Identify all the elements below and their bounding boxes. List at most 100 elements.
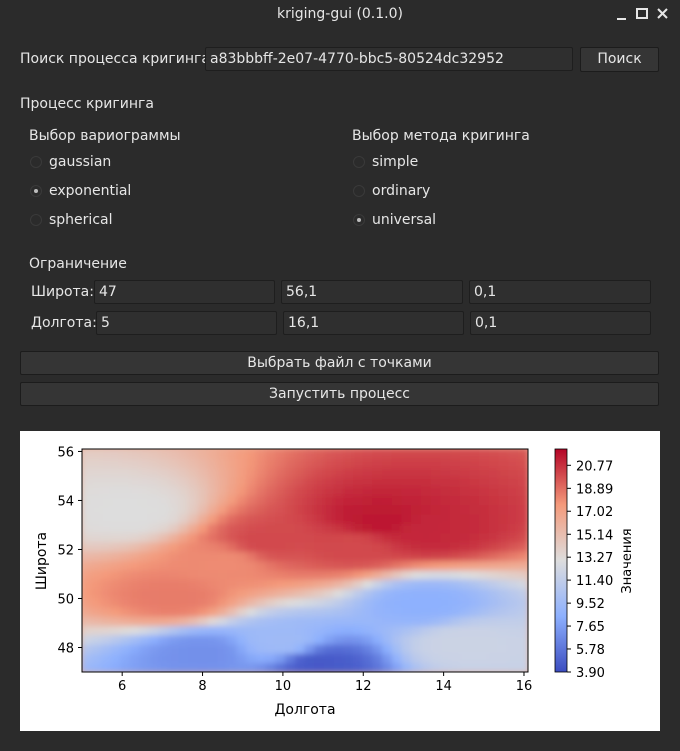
heatmap-cell [110, 578, 122, 589]
heatmap-cell [372, 541, 384, 552]
heatmap-cell [440, 569, 451, 580]
heatmap-cell [333, 541, 345, 552]
heatmap-cell [129, 625, 141, 636]
radio-ordinary-label[interactable]: ordinary [372, 183, 431, 199]
heatmap-cell [168, 615, 180, 627]
heatmap-cell [168, 550, 180, 561]
heatmap-cell [82, 532, 93, 543]
heatmap-cell [256, 615, 267, 627]
heatmap-cell [440, 606, 451, 617]
heatmap-cell [352, 522, 364, 534]
heatmap-cell [343, 578, 354, 589]
heatmap-cell [362, 569, 374, 580]
close-icon[interactable] [653, 4, 673, 24]
heatmap-cell [411, 485, 422, 496]
heatmap-cell [265, 485, 277, 496]
heatmap-cell [343, 504, 354, 515]
heatmap-cell [110, 494, 122, 506]
radio-spherical[interactable] [30, 214, 42, 226]
heatmap-cell [449, 587, 461, 599]
radio-spherical-label[interactable]: spherical [49, 212, 113, 228]
process-id-input[interactable]: a83bbbff-2e07-4770-bbc5-80524dc32952 [205, 47, 573, 71]
heatmap-cell [265, 606, 277, 617]
heatmap-cell [382, 513, 393, 524]
maximize-icon[interactable] [632, 4, 652, 24]
heatmap-cell [120, 606, 131, 617]
heatmap-cell [149, 532, 161, 543]
heatmap-cell [304, 606, 316, 617]
heatmap-cell [294, 476, 306, 487]
heatmap-cell [149, 652, 161, 664]
heatmap-cell [120, 634, 131, 645]
process-heading: Процесс кригинга [20, 96, 154, 112]
heatmap-cell [352, 513, 364, 524]
heatmap-cell [217, 476, 228, 487]
longitude-max-input[interactable]: 16,1 [283, 311, 464, 335]
heatmap-cell [469, 597, 481, 608]
heatmap-cell [362, 457, 374, 469]
heatmap-cell [120, 625, 131, 636]
heatmap-cell [430, 615, 442, 627]
heatmap-cell [517, 597, 528, 608]
heatmap-cell [294, 625, 306, 636]
longitude-step-input[interactable]: 0,1 [470, 311, 651, 335]
heatmap-cell [188, 494, 199, 506]
run-process-button[interactable]: Запустить процесс [20, 382, 659, 406]
heatmap-cell [362, 662, 374, 672]
heatmap-cell [517, 550, 528, 561]
heatmap-cell [139, 513, 151, 524]
heatmap-cell [265, 560, 277, 571]
heatmap-cell [82, 560, 93, 571]
minimize-icon[interactable] [612, 4, 632, 24]
heatmap-cell [265, 550, 277, 561]
radio-exponential-label[interactable]: exponential [49, 183, 132, 199]
heatmap-cell [256, 550, 267, 561]
heatmap-cell [285, 485, 296, 496]
choose-file-button[interactable]: Выбрать файл с точками [20, 351, 659, 375]
heatmap-cell [498, 634, 510, 645]
heatmap-cell [498, 578, 510, 589]
heatmap-cell [129, 634, 141, 645]
radio-simple[interactable] [353, 156, 365, 168]
radio-exponential[interactable] [30, 185, 42, 197]
heatmap-cell [508, 652, 519, 664]
radio-gaussian[interactable] [30, 156, 42, 168]
heatmap-cell [459, 522, 471, 534]
search-button[interactable]: Поиск [580, 47, 659, 72]
heatmap-cell [372, 615, 384, 627]
heatmap-cell [294, 504, 306, 515]
heatmap-cell [188, 449, 199, 459]
heatmap-cell [449, 532, 461, 543]
heatmap-cell [459, 597, 471, 608]
radio-gaussian-label[interactable]: gaussian [49, 154, 112, 170]
heatmap-cell [304, 457, 316, 469]
heatmap-cell [226, 457, 238, 469]
heatmap-cell [382, 615, 393, 627]
longitude-min-input[interactable]: 5 [96, 311, 277, 335]
latitude-max-input[interactable]: 56,1 [281, 280, 463, 304]
kriging-heatmap: 6 8 10 12 14 16 48 50 52 54 56 Долгота Широта 20.… [34, 445, 635, 718]
heatmap-cell [333, 513, 345, 524]
radio-universal-label[interactable]: universal [372, 212, 437, 228]
latitude-min-input[interactable]: 47 [94, 280, 275, 304]
heatmap-cell [362, 467, 374, 478]
heatmap-cell [323, 615, 335, 627]
heatmap-cell [323, 550, 335, 561]
heatmap-cell [314, 550, 325, 561]
radio-simple-label[interactable]: simple [372, 154, 419, 170]
heatmap-cell [391, 560, 403, 571]
heatmap-cell [401, 541, 413, 552]
latitude-step-input[interactable]: 0,1 [469, 280, 651, 304]
radio-ordinary[interactable] [353, 185, 365, 197]
heatmap-cell [120, 532, 131, 543]
heatmap-cell [82, 615, 93, 627]
heatmap-cell [323, 494, 335, 506]
heatmap-cell [188, 597, 199, 608]
heatmap-cell [440, 634, 451, 645]
heatmap-cell [265, 494, 277, 506]
heatmap-cell [469, 625, 481, 636]
heatmap-cell [149, 606, 161, 617]
heatmap-cell [149, 504, 161, 515]
heatmap-cell [391, 578, 403, 589]
radio-universal[interactable] [353, 214, 365, 226]
